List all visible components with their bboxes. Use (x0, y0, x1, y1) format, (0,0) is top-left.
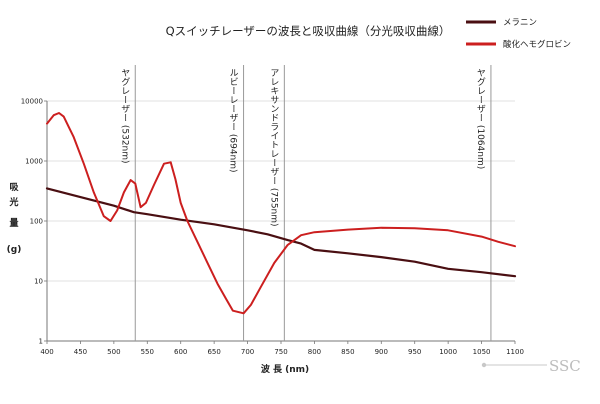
x-tick-label: 650 (207, 348, 220, 356)
x-tick-label: 950 (408, 348, 421, 356)
logo-dot-icon (481, 362, 487, 368)
legend-label: 酸化ヘモグロビン (503, 39, 571, 50)
y-tick-label: 10 (34, 278, 43, 286)
laser-annotations: ヤグレーザー (532nm) ルビーレーザー (694nm) アレキサンドライトレー… (119, 65, 492, 341)
y-axis-label-char: 吸 (9, 182, 19, 193)
x-tick-label: 450 (74, 348, 87, 356)
y-tick-label: 10000 (21, 98, 43, 106)
x-tick-label: 700 (241, 348, 254, 356)
x-axis-label: 波 長 (nm) (261, 363, 309, 375)
x-tick-labels: 400 450 500 550 600 650 700 750 800 850 900 950 1000… (40, 341, 524, 356)
series-line-oxyhemoglobin (46, 112, 516, 315)
ssc-logo: SSC (481, 357, 581, 375)
y-axis-label-char: 量 (9, 217, 18, 229)
chart-title: Qスイッチレーザーの波長と吸収曲線（分光吸収曲線） (166, 24, 451, 38)
x-tick-label: 500 (107, 348, 120, 356)
x-tick-label: 900 (375, 348, 388, 356)
y-axis-label-char: (g) (7, 245, 22, 255)
y-tick-label: 1 (39, 338, 43, 346)
y-tick-label: 1000 (25, 158, 43, 166)
x-tick-label: 550 (141, 348, 154, 356)
y-tick-label: 100 (30, 218, 43, 226)
x-tick-label: 1050 (473, 348, 491, 356)
laser-label: アレキサンドライトレーザー (755nm) (268, 68, 279, 227)
x-tick-label: 800 (308, 348, 321, 356)
x-tick-label: 400 (40, 348, 53, 356)
x-tick-label: 750 (274, 348, 287, 356)
laser-label: ルビーレーザー (694nm) (228, 68, 239, 173)
x-tick-label: 600 (174, 348, 187, 356)
x-tick-label: 850 (341, 348, 354, 356)
legend-label: メラニン (503, 18, 537, 28)
logo-text: SSC (549, 357, 581, 375)
y-axis-label-char: 光 (8, 196, 18, 208)
y-axis-label: 吸光量 (g) (7, 182, 22, 255)
laser-label: ヤグレーザー (532nm) (119, 68, 130, 164)
y-gridlines (44, 100, 515, 342)
laser-label: ヤグレーザー (1064nm) (475, 68, 486, 169)
x-tick-label: 1000 (439, 348, 457, 356)
x-tick-label: 1100 (506, 348, 524, 356)
y-tick-labels: 10000 1000 100 10 1 (21, 98, 43, 346)
series-line-melanin (45, 187, 517, 278)
series-group (45, 112, 517, 315)
